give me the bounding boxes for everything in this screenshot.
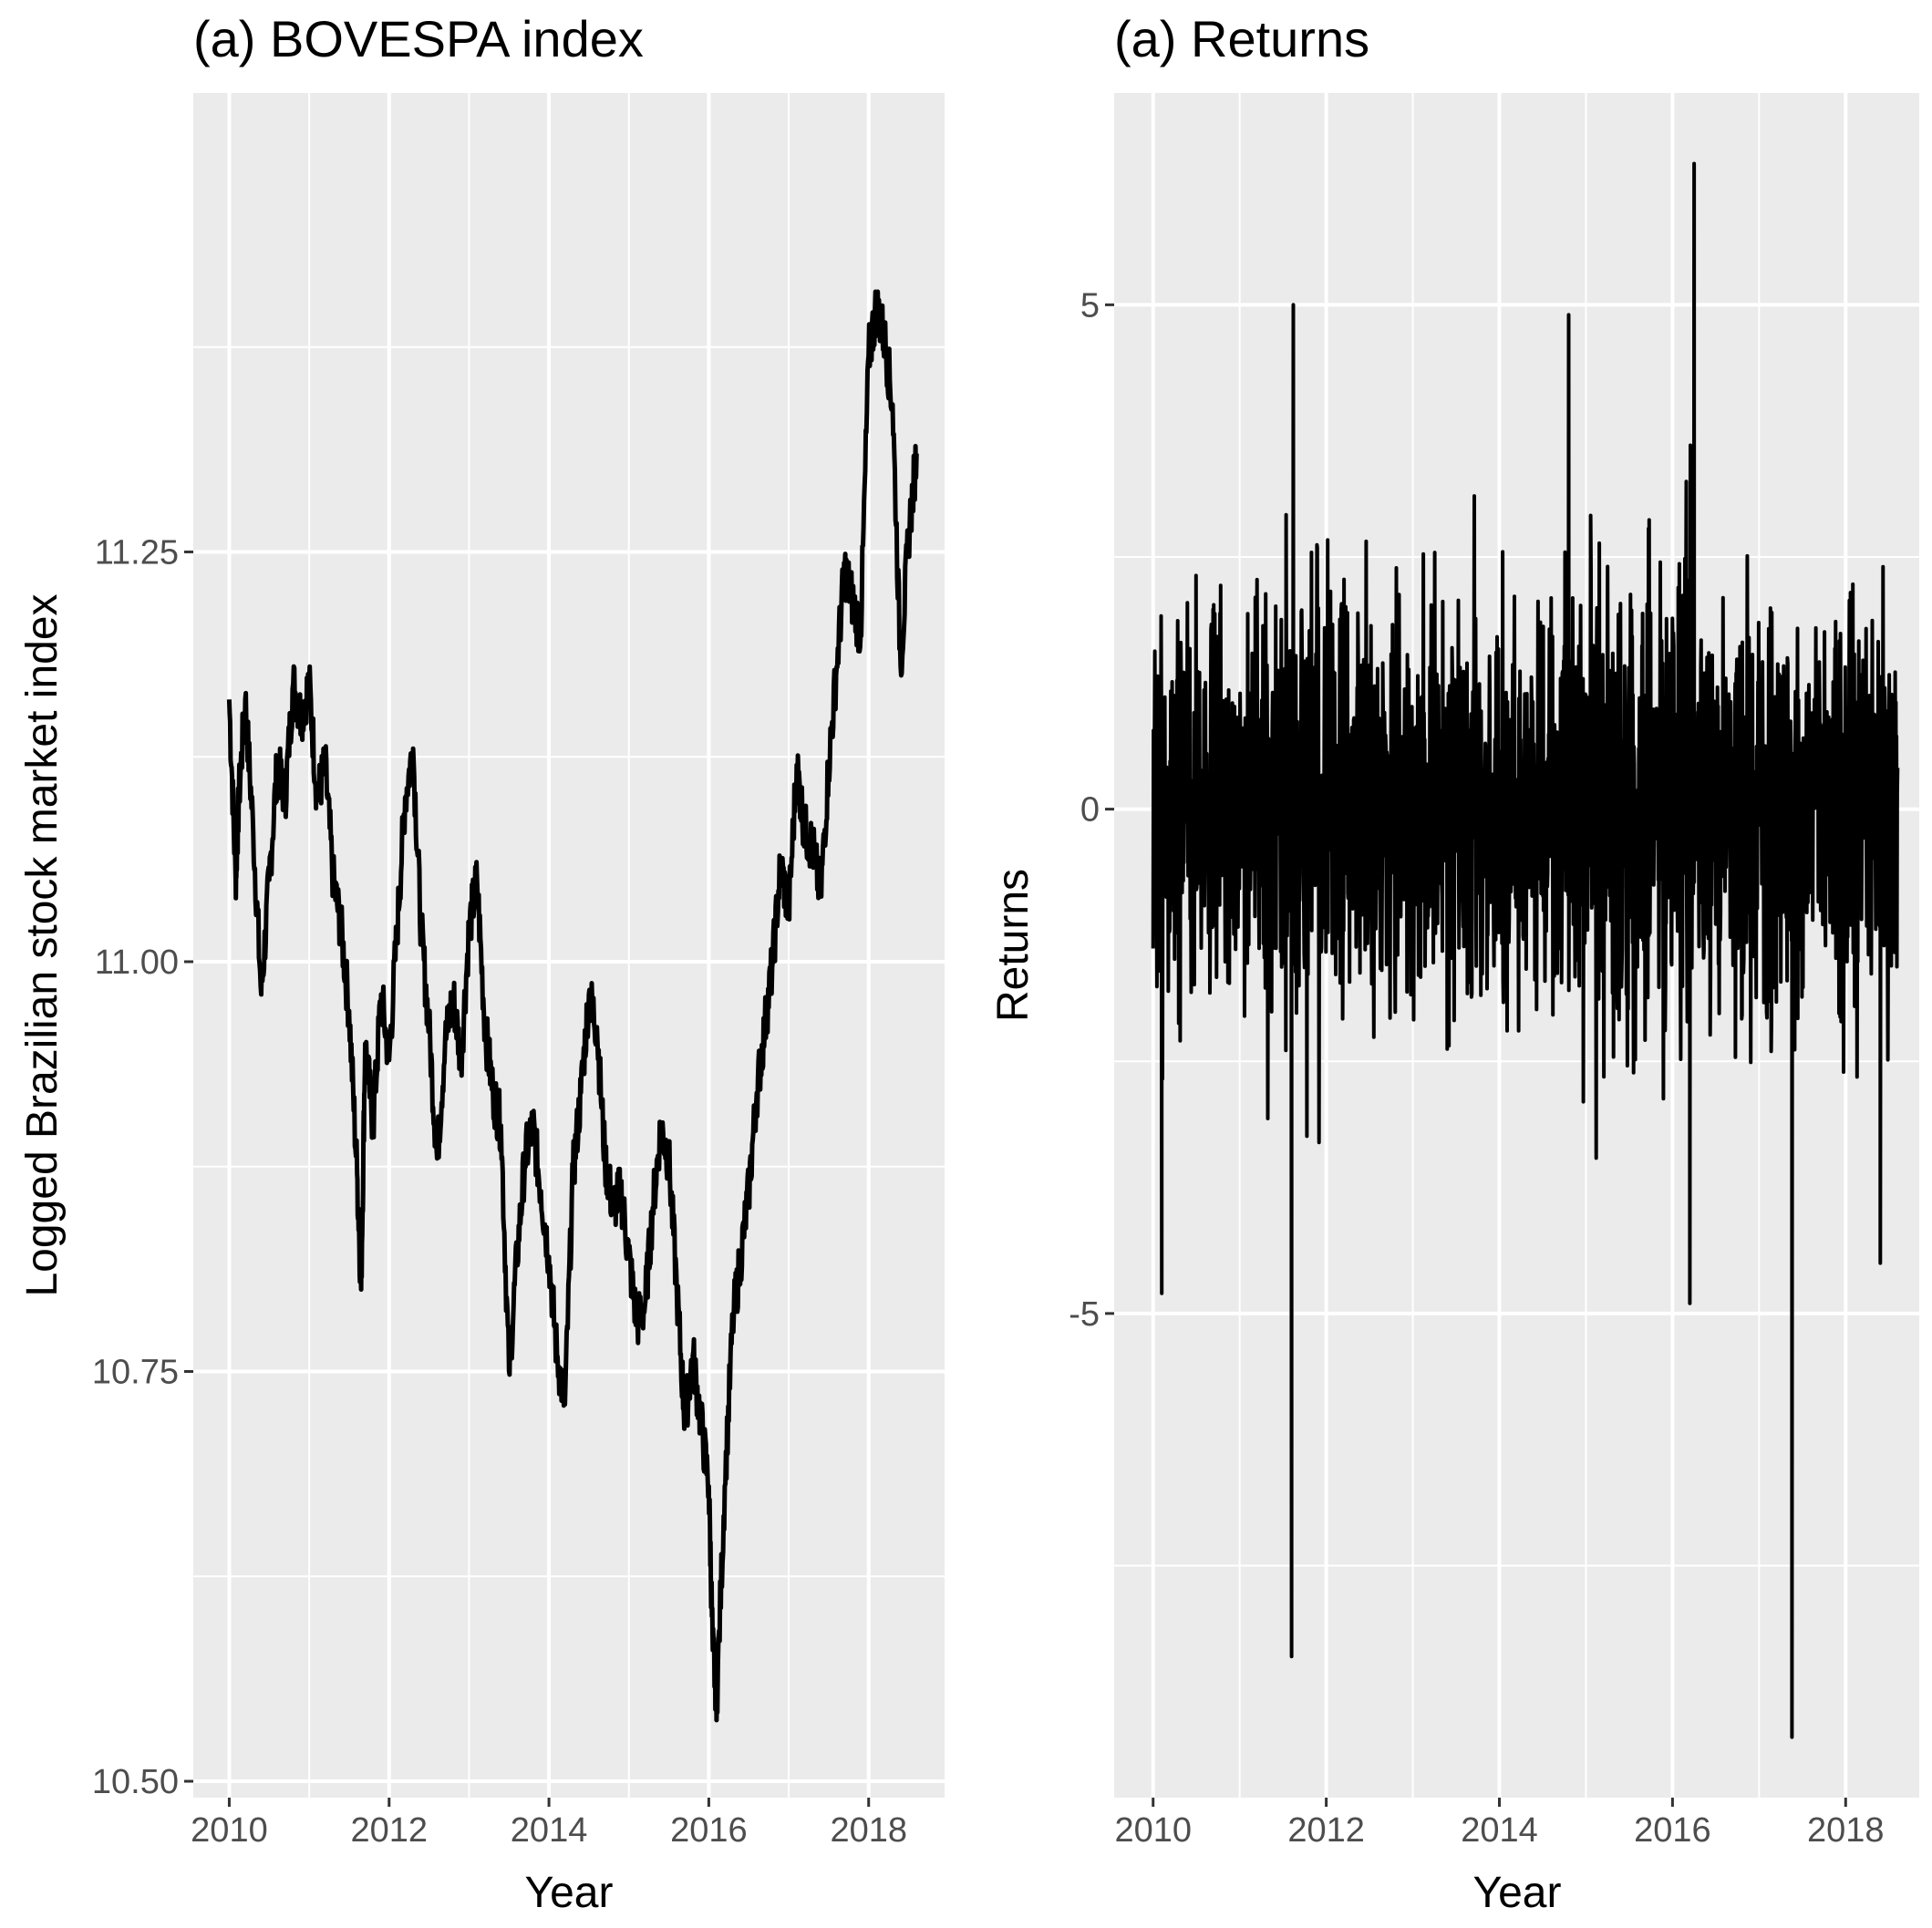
panel-title-returns: (a) Returns bbox=[1114, 10, 1369, 67]
y-tick-label: 5 bbox=[1080, 286, 1100, 325]
x-axis: 2010 2012 2014 2016 2018 bbox=[191, 1798, 907, 1850]
x-tick-label: 2016 bbox=[670, 1811, 748, 1850]
y-axis-title: Returns bbox=[989, 869, 1038, 1022]
y-axis: -5 0 5 bbox=[1069, 286, 1114, 1334]
y-axis: 10.50 10.75 11.00 11.25 bbox=[92, 533, 193, 1801]
x-tick-label: 2016 bbox=[1634, 1811, 1711, 1850]
panel-returns: (a) Returns 2010 2012 2014 2016 2018 -5 0 5 Ye… bbox=[989, 10, 1919, 1917]
x-axis: 2010 2012 2014 2016 2018 bbox=[1114, 1798, 1885, 1850]
returns-series-line bbox=[1151, 161, 1900, 1739]
plot-background bbox=[193, 93, 945, 1798]
y-axis-title: Logged Brazilian stock market index bbox=[18, 593, 67, 1296]
x-tick-label: 2012 bbox=[1287, 1811, 1365, 1850]
x-tick-label: 2010 bbox=[1114, 1811, 1192, 1850]
x-tick-label: 2014 bbox=[511, 1811, 588, 1850]
x-tick-label: 2014 bbox=[1461, 1811, 1538, 1850]
x-tick-label: 2012 bbox=[350, 1811, 428, 1850]
x-axis-title: Year bbox=[525, 1869, 614, 1917]
grid-lines bbox=[193, 93, 945, 1798]
y-tick-label: 11.25 bbox=[95, 533, 179, 572]
x-axis-title: Year bbox=[1473, 1869, 1562, 1917]
grid-lines bbox=[1114, 93, 1919, 1798]
panel-bovespa: (a) BOVESPA index 2010 2012 2014 2016 2018 1… bbox=[18, 10, 945, 1917]
x-tick-label: 2010 bbox=[191, 1811, 268, 1850]
y-tick-label: 0 bbox=[1080, 791, 1100, 830]
y-tick-label: -5 bbox=[1069, 1295, 1100, 1334]
y-tick-label: 11.00 bbox=[95, 943, 179, 982]
y-tick-label: 10.75 bbox=[92, 1354, 179, 1392]
panel-title-bovespa: (a) BOVESPA index bbox=[193, 10, 644, 67]
x-tick-label: 2018 bbox=[1807, 1811, 1885, 1850]
index-series-line bbox=[226, 289, 919, 1723]
x-tick-label: 2018 bbox=[830, 1811, 907, 1850]
y-tick-label: 10.50 bbox=[92, 1763, 179, 1801]
returns-series-path bbox=[1151, 161, 1900, 1739]
